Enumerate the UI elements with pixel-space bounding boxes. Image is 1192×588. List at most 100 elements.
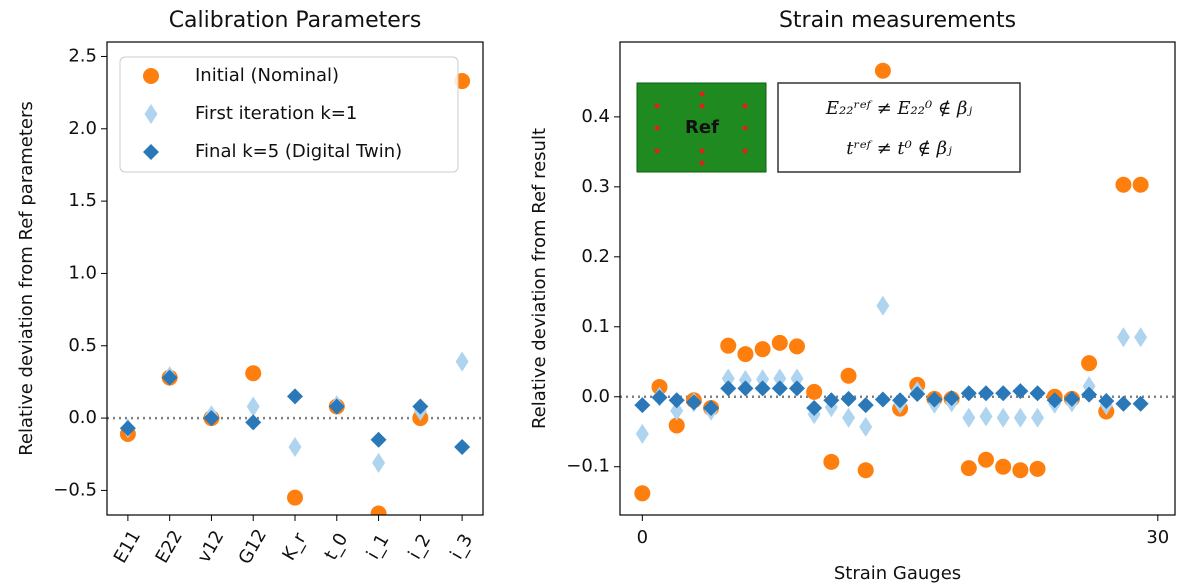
y-tick-label: −0.1 (566, 456, 610, 477)
point (161, 369, 178, 386)
point (790, 368, 804, 389)
gauge-dot (742, 125, 748, 131)
equation-box (777, 82, 1021, 173)
legend-box (119, 56, 459, 173)
point (1132, 395, 1149, 412)
chart-title: Calibration Parameters (169, 8, 422, 33)
y-tick-label: 2.5 (68, 45, 97, 66)
y-tick-label: 0.2 (581, 246, 610, 267)
gauge-dot (742, 103, 748, 109)
point (876, 295, 890, 316)
point (892, 392, 909, 409)
x-tick-label: E22 (152, 527, 187, 567)
point (995, 458, 1012, 475)
point (823, 392, 840, 409)
x-tick-label: K_r (278, 529, 311, 564)
point (668, 417, 685, 434)
point (720, 380, 737, 397)
point (144, 104, 158, 124)
point (668, 392, 685, 409)
point (634, 485, 651, 502)
axes-frame (106, 41, 484, 516)
point (370, 505, 387, 515)
point (943, 390, 960, 407)
point (1029, 385, 1046, 402)
y-tick-label: −0.5 (53, 479, 97, 500)
point (245, 365, 262, 382)
y-axis-label: Relative deviation from Ref parameters (16, 101, 37, 456)
point (245, 414, 262, 431)
point (806, 399, 823, 416)
point (842, 407, 856, 428)
point (372, 452, 386, 473)
gauge-dot (654, 148, 660, 154)
point (685, 394, 702, 411)
point (1063, 390, 1080, 407)
x-tick-label: t_0 (320, 530, 352, 564)
point (1081, 386, 1098, 403)
point (857, 462, 874, 479)
point (1012, 383, 1029, 400)
x-tick-label: 30 (1146, 527, 1169, 548)
point (788, 380, 805, 397)
y-tick-label: 1.0 (68, 262, 97, 283)
point (370, 431, 387, 448)
point (1116, 327, 1130, 348)
point (1134, 327, 1148, 348)
point (1115, 176, 1132, 193)
y-tick-label: 1.5 (68, 190, 97, 211)
y-tick-label: 0.1 (581, 316, 610, 337)
gauge-dot (699, 148, 705, 154)
gauge-dot (742, 148, 748, 154)
point (635, 423, 649, 444)
x-axis-label: Strain Gauges (834, 563, 961, 584)
point (737, 380, 754, 397)
point (840, 367, 857, 384)
point (1046, 392, 1063, 409)
point (634, 397, 651, 414)
y-tick-label: 0.3 (581, 176, 610, 197)
point (788, 338, 805, 355)
point (1132, 176, 1149, 193)
point (874, 391, 891, 408)
point (1031, 407, 1045, 428)
gauge-dot (654, 103, 660, 109)
point (962, 407, 976, 428)
y-axis-label: Relative deviation from Ref result (529, 128, 550, 429)
x-tick-label: i_2 (404, 530, 435, 563)
x-tick-label: v12 (194, 527, 229, 567)
gauge-dot (699, 160, 705, 166)
point (771, 380, 788, 397)
points (119, 73, 471, 515)
point (979, 406, 993, 427)
x-tick-label: i_3 (446, 530, 477, 563)
gauge-dot (699, 103, 705, 109)
y-tick-label: 0.4 (581, 106, 610, 127)
point (670, 400, 684, 421)
legend-label: First iteration k=1 (195, 103, 357, 124)
gauge-dot (654, 125, 660, 131)
point (412, 398, 429, 415)
point (754, 341, 771, 358)
point (823, 453, 840, 470)
point (960, 460, 977, 477)
x-tick-label: 0 (637, 527, 648, 548)
legend-label: Final k=5 (Digital Twin) (195, 141, 402, 162)
inset-label: Ref (685, 117, 719, 138)
equation: E₂₂ʳᵉᶠ ≠ E₂₂⁰ ∉ βⱼ (825, 98, 972, 119)
x-tick-label: G12 (234, 526, 271, 568)
point (977, 385, 994, 402)
point (909, 385, 926, 402)
gauge-dot (699, 91, 705, 97)
point (1013, 407, 1027, 428)
point (995, 385, 1012, 402)
point (771, 334, 788, 351)
point (840, 390, 857, 407)
point (703, 399, 720, 416)
point (287, 388, 303, 405)
point (996, 407, 1010, 428)
point (960, 385, 977, 402)
point (859, 416, 873, 437)
point (454, 439, 471, 456)
